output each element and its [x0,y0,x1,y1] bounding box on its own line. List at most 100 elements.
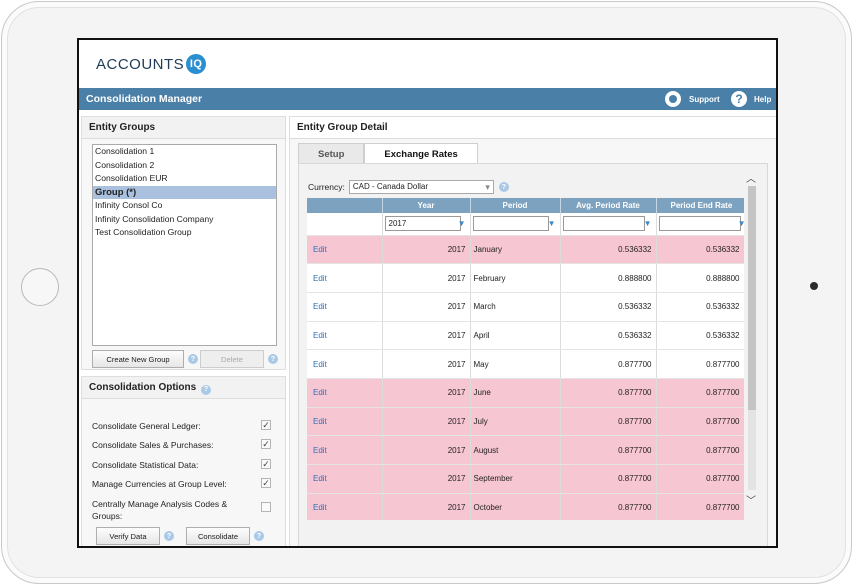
column-header-year[interactable]: Year [382,198,471,213]
period-cell: January [470,235,561,265]
edit-link[interactable]: Edit [307,235,383,265]
filter-icon[interactable]: ▼ [643,219,652,228]
checkbox-analysis-codes[interactable] [261,502,271,512]
filter-icon[interactable]: ▼ [738,219,744,228]
chevron-down-icon[interactable]: ﹀ [746,496,756,507]
group-item[interactable]: Infinity Consol Co [95,200,163,210]
column-header-period[interactable]: Period [470,198,561,213]
end-rate-filter-input[interactable] [658,216,741,232]
avg-rate-cell: 0.536332 [560,292,657,322]
end-rate-cell: 0.536332 [656,321,744,351]
end-rate-cell: 0.877700 [656,464,744,494]
scroll-thumb[interactable] [748,186,756,410]
option-label: Centrally Manage Analysis Codes & Groups… [92,499,228,521]
avg-rate-cell: 0.877700 [560,435,657,465]
help-icon: ? [731,91,747,107]
group-item[interactable]: Test Consolidation Group [95,227,192,237]
year-cell: 2017 [382,464,471,494]
help-link[interactable]: ? Help [731,91,771,107]
period-cell: September [470,464,561,494]
period-cell: October [470,493,561,520]
column-header [307,198,383,213]
grid-scrollbar[interactable]: ︿ ﹀ [745,170,757,520]
consolidate-button[interactable]: Consolidate [186,527,250,545]
create-new-group-button[interactable]: Create New Group [92,350,184,368]
end-rate-cell: 0.536332 [656,235,744,265]
edit-link[interactable]: Edit [307,349,383,379]
group-item[interactable]: Infinity Consolidation Company [95,213,214,224]
tab-setup[interactable]: Setup [298,143,365,164]
consolidation-options-title: Consolidation Options [89,382,197,393]
help-question-icon[interactable]: ? [201,384,211,395]
period-cell: March [470,292,561,322]
option-sales-purchases: Consolidate Sales & Purchases: ✓ [92,439,272,450]
home-button[interactable] [21,268,59,306]
year-cell: 2017 [382,292,471,322]
logo-badge: IQ [186,54,207,74]
checkbox-statistical-data[interactable]: ✓ [261,459,271,469]
group-item[interactable]: Consolidation EUR [95,173,168,183]
period-filter-input[interactable] [472,216,549,232]
support-link[interactable]: Support [665,91,720,107]
period-cell: February [470,263,561,293]
help-question-icon[interactable]: ? [254,531,264,541]
year-cell: 2017 [382,378,471,408]
edit-link[interactable]: Edit [307,407,383,437]
table-row: Edit 2017 August 0.877700 0.877700 [307,435,744,465]
column-header-avg-period-rate[interactable]: Avg. Period Rate [560,198,657,213]
checkbox-manage-currencies[interactable]: ✓ [261,478,271,488]
year-filter-input[interactable]: 2017 [384,216,461,232]
avg-rate-cell: 0.877700 [560,407,657,437]
edit-link[interactable]: Edit [307,263,383,293]
group-item[interactable]: Consolidation 1 [95,146,155,156]
year-cell: 2017 [382,493,471,520]
logo-text: ACCOUNTS [96,55,185,73]
tab-exchange-rates[interactable]: Exchange Rates [364,143,478,164]
entity-group-detail-heading: Entity Group Detail [290,117,776,139]
column-header-period-end-rate[interactable]: Period End Rate [656,198,744,213]
filter-cell: ▼ [560,213,657,236]
exchange-rates-grid: Year Period Avg. Period Rate Period End … [307,198,744,520]
edit-link[interactable]: Edit [307,378,383,408]
group-item[interactable]: Consolidation 2 [95,159,155,170]
help-question-icon[interactable]: ? [268,354,278,364]
edit-link[interactable]: Edit [307,321,383,351]
avg-rate-cell: 0.877700 [560,378,657,408]
end-rate-cell: 0.877700 [656,407,744,437]
avg-rate-cell: 0.877700 [560,464,657,494]
edit-link[interactable]: Edit [307,493,383,520]
avg-rate-filter-input[interactable] [562,216,645,232]
year-cell: 2017 [382,435,471,465]
year-cell: 2017 [382,407,471,437]
end-rate-cell: 0.536332 [656,292,744,322]
help-question-icon[interactable]: ? [498,182,509,192]
help-question-icon[interactable]: ? [164,531,174,541]
chevron-up-icon[interactable]: ︿ [746,174,756,185]
currency-dropdown[interactable]: CAD - Canada Dollar [348,180,494,194]
filter-icon[interactable]: ▼ [457,219,466,228]
delete-button[interactable]: Delete [200,350,264,368]
edit-link[interactable]: Edit [307,464,383,494]
accountsiq-logo: ACCOUNTS IQ [96,54,207,74]
option-statistical-data: Consolidate Statistical Data: ✓ [92,459,272,470]
edit-link[interactable]: Edit [307,435,383,465]
support-label: Support [689,94,720,104]
currency-selector: Currency: CAD - Canada Dollar ? [308,180,509,194]
group-item-selected[interactable]: Group (*) [93,185,276,199]
period-cell: April [470,321,561,351]
option-label: Consolidate General Ledger: [92,421,201,431]
verify-data-button[interactable]: Verify Data [96,527,160,545]
filter-cell: ▼ [470,213,561,236]
detail-tabs: Setup Exchange Rates [298,143,478,164]
end-rate-cell: 0.877700 [656,435,744,465]
table-row: Edit 2017 October 0.877700 0.877700 [307,493,744,520]
exchange-rates-body: Currency: CAD - Canada Dollar ? Year Per… [298,163,768,546]
help-question-icon[interactable]: ? [188,354,198,364]
help-label: Help [754,94,772,104]
checkbox-sales-purchases[interactable]: ✓ [261,439,271,449]
edit-link[interactable]: Edit [307,292,383,322]
table-row: Edit 2017 July 0.877700 0.877700 [307,407,744,437]
entity-group-list[interactable]: Consolidation 1 Consolidation 2 Consolid… [92,144,277,346]
filter-icon[interactable]: ▼ [547,219,556,228]
checkbox-general-ledger[interactable]: ✓ [261,420,271,430]
